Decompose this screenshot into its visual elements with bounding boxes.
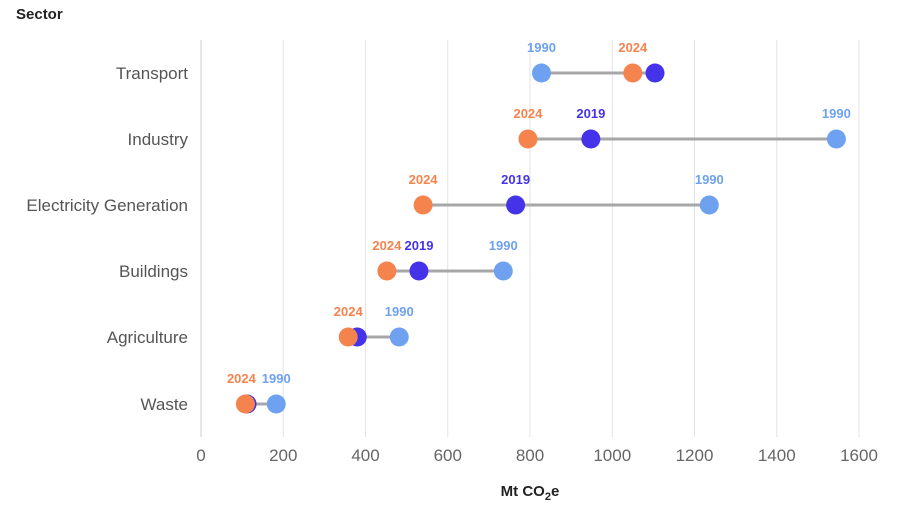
point-label-1990: 1990: [489, 238, 518, 253]
category-label: Industry: [128, 130, 189, 149]
point-2019: [645, 63, 665, 83]
point-1990: [826, 129, 846, 149]
y-axis-title: Sector: [16, 6, 63, 23]
point-label-1990: 1990: [822, 106, 851, 121]
point-label-2024: 2024: [409, 172, 439, 187]
category-label: Waste: [140, 395, 188, 414]
x-axis-title-main: Mt CO: [501, 483, 545, 500]
x-axis-title-subscript: 2: [545, 491, 551, 503]
point-1990: [266, 394, 286, 414]
point-label-1990: 1990: [262, 371, 291, 386]
point-1990: [699, 195, 719, 215]
point-label-2024: 2024: [334, 304, 364, 319]
point-2024: [413, 195, 433, 215]
x-tick-label: 1000: [593, 446, 631, 465]
point-1990: [389, 327, 409, 347]
point-2019: [409, 261, 429, 281]
point-2024: [338, 327, 358, 347]
x-tick-label: 800: [516, 446, 544, 465]
point-label-2019: 2019: [501, 172, 530, 187]
point-2019: [506, 195, 526, 215]
x-tick-label: 1200: [676, 446, 714, 465]
x-axis-title: Mt CO2e: [501, 483, 560, 503]
point-2024: [518, 129, 538, 149]
point-label-2024: 2024: [227, 371, 257, 386]
point-label-2024: 2024: [618, 40, 648, 55]
point-label-1990: 1990: [695, 172, 724, 187]
category-label: Agriculture: [107, 328, 188, 347]
point-label-2024: 2024: [372, 238, 402, 253]
category-labels: Transport Industry Electricity Generation B…: [26, 64, 188, 414]
point-2024: [377, 261, 397, 281]
category-label: Electricity Generation: [26, 196, 188, 215]
category-label: Buildings: [119, 262, 188, 281]
grid-layer: [282, 40, 860, 437]
point-2019: [581, 129, 601, 149]
x-axis-title-suffix: e: [551, 483, 559, 500]
category-label: Transport: [116, 64, 188, 83]
point-label-2019: 2019: [405, 238, 434, 253]
point-1990: [532, 63, 552, 83]
point-2024: [235, 394, 255, 414]
point-1990: [493, 261, 513, 281]
axis-layer: 0 200 400 600 800 1000 1200 1400 1600: [196, 40, 878, 465]
point-2024: [623, 63, 643, 83]
x-tick-label: 0: [196, 446, 205, 465]
point-label-1990: 1990: [527, 40, 556, 55]
x-tick-label: 1400: [758, 446, 796, 465]
point-label-2024: 2024: [513, 106, 543, 121]
point-label-2019: 2019: [576, 106, 605, 121]
x-tick-label: 200: [269, 446, 297, 465]
point-label-1990: 1990: [385, 304, 414, 319]
x-tick-label: 600: [434, 446, 462, 465]
x-tick-label: 1600: [840, 446, 878, 465]
x-tick-label: 400: [351, 446, 379, 465]
